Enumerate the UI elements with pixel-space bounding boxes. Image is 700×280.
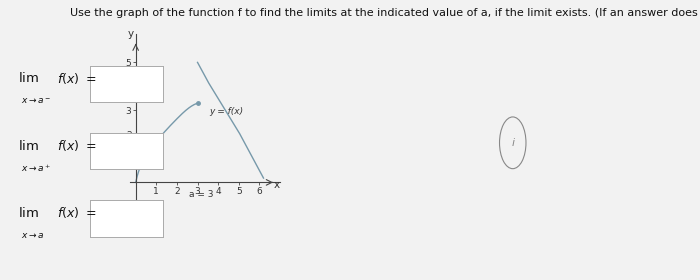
Text: i: i	[511, 138, 514, 148]
Text: $x \to a^+$: $x \to a^+$	[21, 162, 51, 174]
Text: y = f(x): y = f(x)	[209, 107, 243, 116]
Text: $f(x)\ =$: $f(x)\ =$	[57, 205, 97, 220]
Text: Use the graph of the function f to find the limits at the indicated value of a, : Use the graph of the function f to find …	[70, 8, 700, 18]
Text: x: x	[274, 180, 280, 190]
Text: $f(x)\ =$: $f(x)\ =$	[57, 71, 97, 86]
Text: $\lim$: $\lim$	[18, 71, 38, 85]
Text: $x \to a$: $x \to a$	[21, 231, 45, 240]
Text: $\lim$: $\lim$	[18, 206, 38, 220]
Text: $f(x)\ =$: $f(x)\ =$	[57, 138, 97, 153]
Text: a = 3: a = 3	[190, 190, 214, 199]
Text: $\lim$: $\lim$	[18, 139, 38, 153]
Text: $x \to a^-$: $x \to a^-$	[21, 96, 51, 106]
Text: y: y	[127, 29, 134, 39]
